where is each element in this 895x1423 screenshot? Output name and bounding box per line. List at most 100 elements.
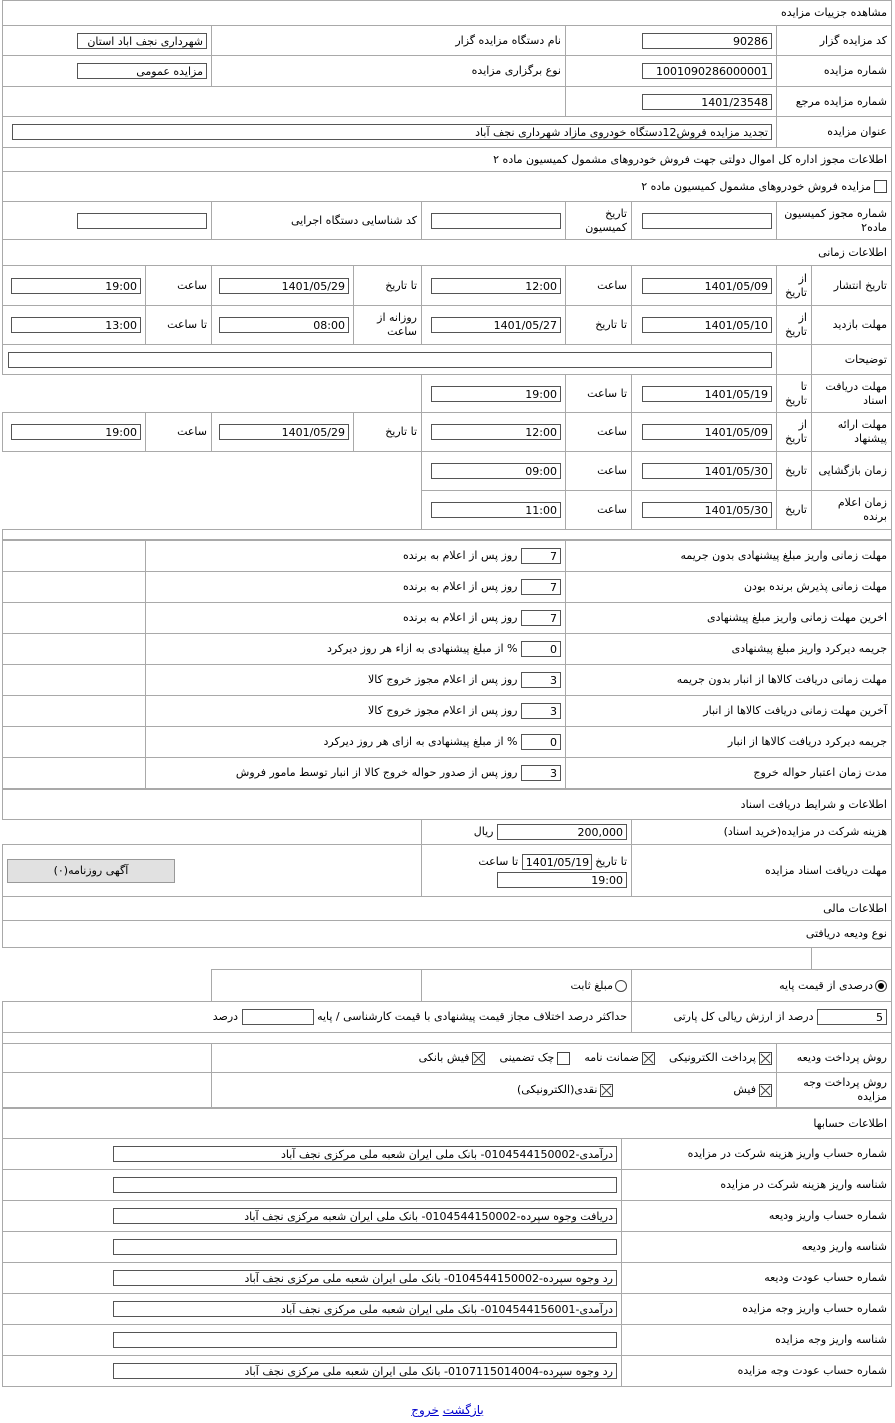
code-label: کد مزایده گزار — [776, 25, 892, 56]
deposit-method-checkbox[interactable] — [759, 1051, 772, 1065]
description-label: توضیحات — [811, 344, 892, 375]
back-link[interactable]: بازگشت — [442, 1403, 484, 1417]
deadline-suffix: % از مبلغ پیشنهادی به ازای هر روز دیرکرد — [323, 735, 518, 748]
title-label: عنوان مزایده — [776, 116, 892, 148]
deposit-type-header: نوع ودیعه دریافتی — [1, 920, 893, 948]
publish-to-time[interactable]: 19:00 — [11, 277, 141, 294]
deadline-field[interactable]: 0 — [521, 641, 561, 657]
time-label: ساعت — [145, 412, 212, 452]
deadline-field[interactable]: 3 — [521, 765, 561, 781]
accounts-table: اطلاعات حسابها شماره حساب واریز هزینه شر… — [2, 1108, 892, 1387]
deposit-method-checkbox[interactable] — [557, 1051, 571, 1065]
from-date-label: از تاریخ — [776, 412, 812, 452]
visit-daily-from[interactable]: 08:00 — [219, 317, 349, 333]
opening-time[interactable]: 09:00 — [431, 463, 561, 479]
account-field[interactable]: درآمدی-0104544150002- بانک ملی ایران شعب… — [113, 1146, 617, 1162]
newspaper-ad-button[interactable]: آگهی روزنامه(۰) — [6, 858, 175, 883]
code-field[interactable]: 90286 — [642, 32, 772, 49]
deadline-field[interactable]: 3 — [521, 672, 561, 688]
deadline-field[interactable]: 7 — [521, 579, 561, 595]
deadline-field[interactable]: 7 — [521, 548, 561, 564]
visit-daily-to[interactable]: 13:00 — [11, 317, 141, 333]
offer-to-time[interactable]: 19:00 — [11, 424, 141, 440]
publish-from-time[interactable]: 12:00 — [431, 277, 561, 294]
org-field[interactable]: شهرداری نجف اباد استان — [77, 32, 207, 49]
deadline-suffix: روز پس از صدور حواله خروج کالا از انبار … — [235, 766, 518, 779]
deadline-suffix: روز پس از اعلام به برنده — [402, 580, 518, 593]
account-field[interactable] — [113, 1177, 617, 1193]
account-label: شماره حساب واریز ودیعه — [621, 1200, 892, 1232]
deadline-field[interactable]: 3 — [521, 703, 561, 719]
ref-field[interactable]: 1401/23548 — [642, 93, 772, 110]
deadline-row: مهلت زمانی پذیرش برنده بودن 7 روز پس از … — [2, 571, 892, 603]
exit-link[interactable]: خروج — [411, 1403, 439, 1417]
account-field[interactable] — [113, 1239, 617, 1255]
offer-from-date[interactable]: 1401/05/09 — [642, 424, 772, 440]
cost-field[interactable]: 200,000 — [497, 824, 627, 840]
docs-deadline-date[interactable]: 1401/05/19 — [642, 385, 772, 402]
publish-to-date[interactable]: 1401/05/29 — [219, 277, 349, 294]
deadline-label: آخرین مهلت زمانی دریافت کالاها از انبار — [565, 695, 892, 727]
title-field[interactable]: تجدید مزایده فروش12دستگاه خودروی مازاد ش… — [12, 124, 772, 140]
fixed-radio[interactable] — [615, 979, 627, 992]
payment-method-checkbox[interactable] — [600, 1083, 614, 1097]
account-field[interactable]: رد وجوه سپرده-0107115014004- بانک ملی ای… — [113, 1363, 617, 1379]
offer-label: مهلت ارائه پیشنهاد — [811, 412, 892, 452]
winner-time[interactable]: 11:00 — [431, 502, 561, 518]
opening-date[interactable]: 1401/05/30 — [642, 463, 772, 479]
commission-checkbox-label: مزایده فروش خودروهای مشمول کمیسیون ماده … — [641, 179, 871, 193]
offer-to-date[interactable]: 1401/05/29 — [219, 424, 349, 440]
from-date-label: از تاریخ — [776, 305, 812, 345]
exec-code-field[interactable] — [77, 212, 207, 229]
page-title: مشاهده جزییات مزایده — [1, 0, 893, 26]
account-field[interactable]: دریافت وجوه سپرده-0104544150002- بانک مل… — [113, 1208, 617, 1224]
account-label: شناسه واریز هزینه شرکت در مزایده — [621, 1169, 892, 1201]
account-row: شماره حساب عودت ودیعه رد وجوه سپرده-0104… — [2, 1262, 892, 1294]
deadline-row: اخرین مهلت زمانی واریز مبلغ پیشنهادی 7 ر… — [2, 602, 892, 634]
time-label: ساعت — [565, 490, 632, 530]
time-label: ساعت — [565, 265, 632, 306]
account-row: شماره حساب عودت وجه مزایده رد وجوه سپرده… — [2, 1355, 892, 1387]
publish-from-date[interactable]: 1401/05/09 — [642, 277, 772, 294]
visit-to-date[interactable]: 1401/05/27 — [431, 317, 561, 333]
docs-to-date[interactable]: 1401/05/19 — [521, 853, 592, 870]
deadline-row: آخرین مهلت زمانی دریافت کالاها از انبار … — [2, 695, 892, 727]
deadline-field[interactable]: 7 — [521, 610, 561, 626]
account-field[interactable]: رد وجوه سپرده-0104544150002- بانک ملی ای… — [113, 1270, 617, 1286]
permit-field[interactable] — [642, 212, 772, 229]
docs-to-time[interactable]: 19:00 — [497, 871, 627, 888]
description-field[interactable] — [8, 351, 772, 368]
to-date-label: تا تاریخ — [776, 374, 812, 413]
percent-radio[interactable] — [875, 979, 887, 992]
deadline-suffix: روز پس از اعلام به برنده — [402, 611, 518, 624]
commission-checkbox[interactable] — [874, 180, 887, 193]
account-row: شماره حساب واریز وجه مزایده درآمدی-01045… — [2, 1293, 892, 1325]
daily-from-label: روزانه از ساعت — [353, 305, 422, 345]
percent-field[interactable]: 5 — [817, 1009, 887, 1025]
commission-date-field[interactable] — [431, 212, 561, 229]
deposit-method-checkbox[interactable] — [472, 1051, 486, 1065]
deadline-label: مهلت زمانی پذیرش برنده بودن — [565, 571, 892, 603]
max-diff-field[interactable] — [241, 1009, 314, 1025]
visit-from-date[interactable]: 1401/05/10 — [642, 317, 772, 333]
license-header: اطلاعات مجوز اداره کل اموال دولتی جهت فر… — [1, 147, 893, 172]
to-time-label: تا ساعت — [145, 305, 212, 345]
general-table: مشاهده جزییات مزایده کد مزایده گزار 9028… — [1, 0, 893, 540]
ref-label: شماره مزایده مرجع — [776, 86, 892, 117]
number-field[interactable]: 1001090286000001 — [642, 63, 772, 79]
type-field[interactable]: مزایده عمومی — [77, 63, 207, 79]
offer-from-time[interactable]: 12:00 — [431, 424, 561, 440]
deadline-suffix: روز پس از اعلام مجوز خروج کالا — [368, 704, 518, 717]
account-field[interactable] — [113, 1332, 617, 1348]
deposit-method-checkbox[interactable] — [642, 1051, 655, 1065]
payment-method-checkbox[interactable] — [759, 1083, 772, 1097]
date-label: تاریخ — [776, 490, 812, 530]
winner-date[interactable]: 1401/05/30 — [642, 502, 772, 518]
docs-deadline-time[interactable]: 19:00 — [431, 385, 561, 402]
deadline-field[interactable]: 0 — [521, 734, 561, 750]
account-field[interactable]: درآمدی-0104544156001- بانک ملی ایران شعب… — [113, 1301, 617, 1317]
visit-label: مهلت بازدید — [811, 305, 892, 345]
to-date-label: تا تاریخ — [353, 265, 422, 306]
opening-label: زمان بازگشایی — [811, 451, 892, 491]
deadline-label: مهلت زمانی دریافت کالاها از انبار بدون ج… — [565, 664, 892, 696]
